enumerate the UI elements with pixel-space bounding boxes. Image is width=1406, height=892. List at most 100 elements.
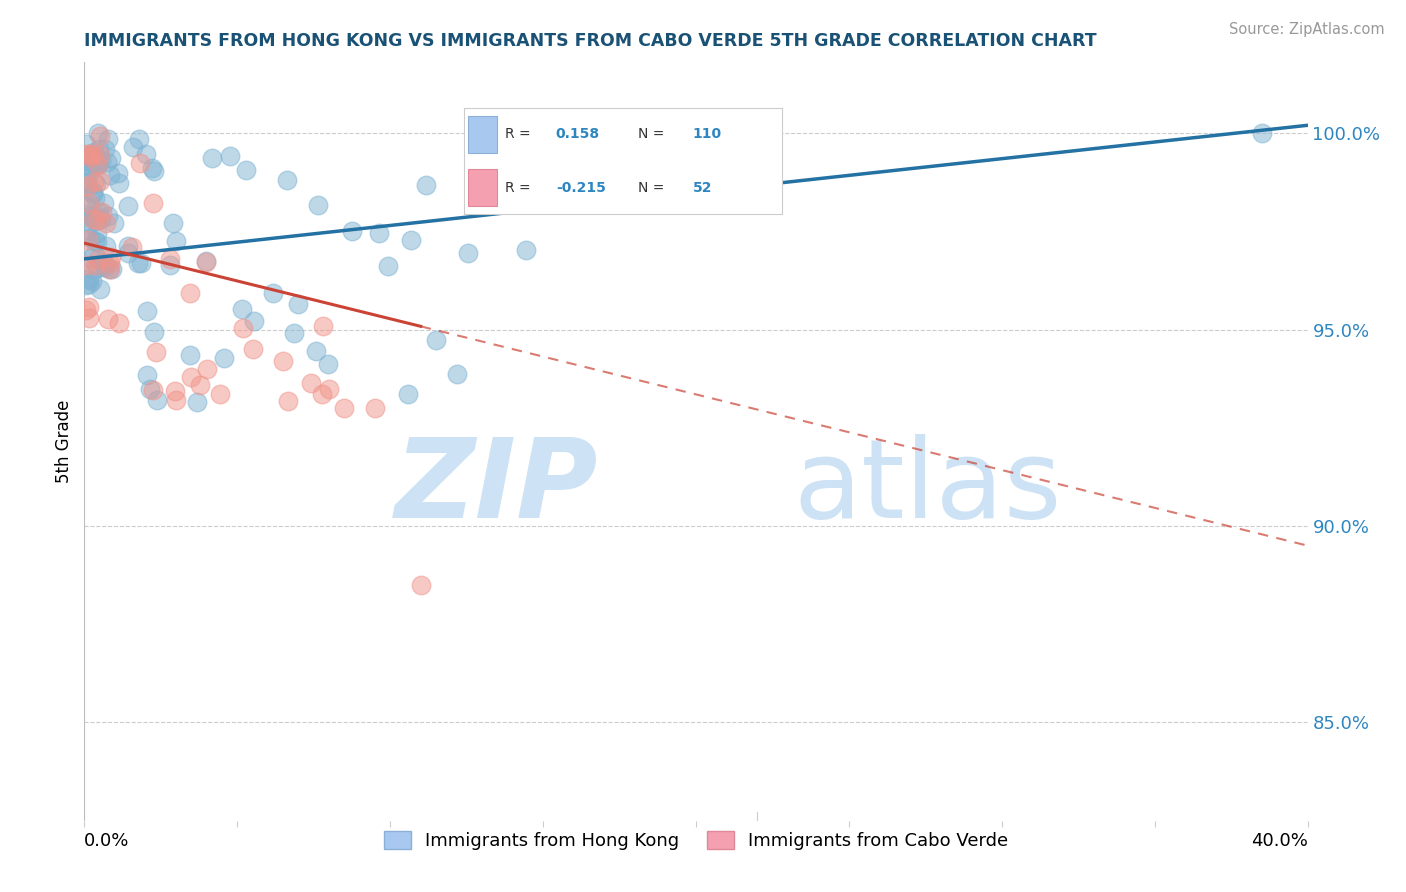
Point [90, 212, 112, 227]
Point [76, 207, 98, 221]
Point [179, 286, 201, 301]
Point [117, 199, 139, 213]
Point [446, 367, 468, 381]
Point [75, 227, 97, 242]
Point [96, 155, 118, 169]
Point [122, 140, 145, 154]
Point [163, 384, 186, 399]
Point [208, 386, 231, 401]
Y-axis label: 5th Grade: 5th Grade [55, 400, 73, 483]
Point [86, 261, 108, 276]
Point [311, 386, 333, 401]
Text: IMMIGRANTS FROM HONG KONG VS IMMIGRANTS FROM CABO VERDE 5TH GRADE CORRELATION CH: IMMIGRANTS FROM HONG KONG VS IMMIGRANTS … [84, 32, 1097, 50]
Point [100, 250, 122, 264]
Point [100, 261, 122, 276]
Point [162, 216, 184, 230]
Point [82, 211, 104, 226]
Point [79, 155, 101, 169]
Point [136, 303, 159, 318]
Point [82, 186, 104, 201]
Point [146, 392, 169, 407]
Point [186, 394, 208, 409]
Point [76, 233, 98, 247]
Point [84, 158, 107, 172]
Text: ZIP: ZIP [395, 434, 598, 541]
Point [179, 348, 201, 362]
Point [98, 262, 121, 277]
Text: 40.0%: 40.0% [1251, 832, 1308, 850]
Point [108, 316, 131, 330]
Point [77, 168, 100, 182]
Point [100, 151, 122, 165]
Point [316, 357, 339, 371]
Point [121, 240, 143, 254]
Point [82, 274, 104, 288]
Point [82, 153, 104, 167]
Point [96, 216, 118, 230]
Point [415, 178, 437, 193]
Legend: Immigrants from Hong Kong, Immigrants from Cabo Verde: Immigrants from Hong Kong, Immigrants fr… [377, 823, 1015, 857]
Point [377, 259, 399, 273]
Point [340, 224, 363, 238]
Point [84, 258, 107, 272]
Point [145, 344, 167, 359]
Point [159, 258, 181, 272]
Point [75, 277, 97, 292]
Point [312, 318, 335, 333]
Point [333, 401, 356, 416]
Point [231, 301, 253, 316]
Point [83, 247, 105, 261]
Point [409, 578, 432, 592]
Point [307, 198, 329, 212]
Point [457, 246, 479, 260]
Point [515, 243, 537, 257]
Point [84, 153, 107, 168]
Point [201, 151, 224, 165]
Point [180, 369, 202, 384]
Point [243, 314, 266, 328]
Point [87, 157, 110, 171]
Point [287, 297, 309, 311]
Point [299, 376, 322, 390]
Point [77, 272, 100, 286]
Point [142, 195, 165, 210]
Point [142, 325, 165, 339]
Point [107, 166, 129, 180]
Point [80, 161, 103, 175]
Point [212, 351, 235, 366]
Point [87, 126, 110, 140]
Point [235, 163, 257, 178]
Point [75, 147, 97, 161]
Point [218, 148, 240, 162]
Point [97, 312, 120, 326]
Point [143, 163, 166, 178]
Point [318, 382, 340, 396]
Point [77, 311, 100, 326]
Point [136, 368, 159, 382]
Point [91, 205, 114, 219]
Point [79, 146, 101, 161]
Point [79, 150, 101, 164]
Point [93, 196, 115, 211]
Point [75, 303, 97, 318]
Point [86, 226, 108, 240]
Point [91, 256, 114, 270]
Point [83, 262, 105, 277]
Point [82, 147, 104, 161]
Point [83, 175, 105, 189]
Point [188, 377, 211, 392]
Point [364, 401, 387, 416]
Point [128, 156, 150, 170]
Text: atlas: atlas [794, 434, 1063, 541]
Point [82, 212, 104, 227]
Point [159, 252, 181, 266]
Point [87, 159, 110, 173]
Point [194, 255, 217, 269]
Point [165, 392, 187, 407]
Point [232, 321, 254, 335]
Point [83, 145, 105, 160]
Point [89, 282, 111, 296]
Point [75, 159, 97, 173]
Point [128, 132, 150, 146]
Point [77, 177, 100, 191]
